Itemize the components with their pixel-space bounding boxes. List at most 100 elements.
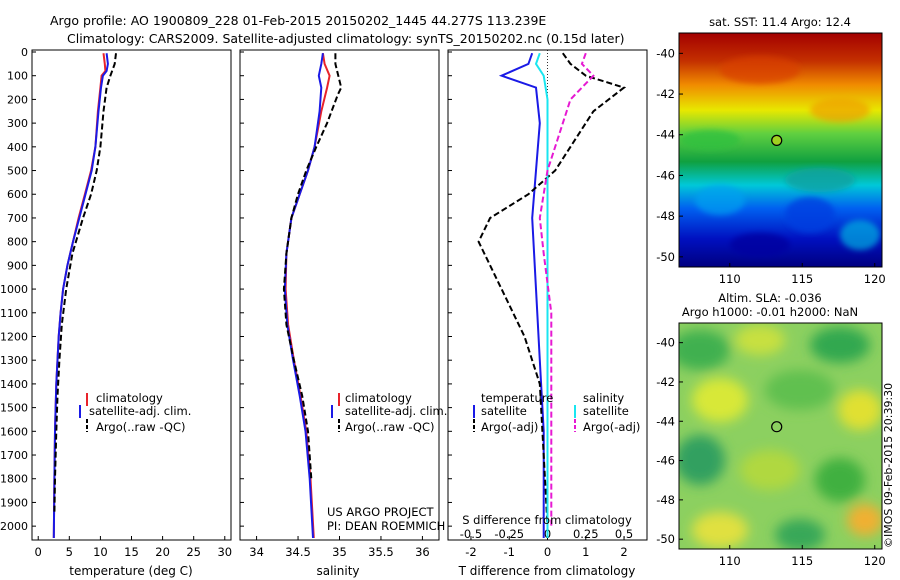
depth-tick-label: 2000: [0, 520, 28, 533]
depth-tick-label: 900: [7, 259, 28, 272]
series-line-black: [282, 53, 343, 479]
legend-t-argo: Argo(-adj): [481, 420, 538, 434]
series-line-blue: [498, 52, 545, 538]
map-lat-label: -46: [656, 454, 675, 468]
s-diff-tick-label: -0.5: [460, 527, 482, 541]
temperature-axis-label: temperature (deg C): [69, 564, 192, 578]
x-tick-label: 30: [217, 545, 232, 559]
s-diff-tick-label: 0.5: [615, 527, 633, 541]
legend-t-satellite: satellite: [481, 404, 527, 418]
map-lon-label: 115: [791, 272, 813, 286]
sla-map-frame: [678, 322, 883, 550]
depth-tick-label: 800: [7, 236, 28, 249]
sst-map: [679, 33, 882, 267]
s-diff-tick-label: -0.25: [494, 527, 524, 541]
depth-tick-label: 400: [7, 141, 28, 154]
depth-tick-label: 1500: [0, 402, 28, 415]
legend-argo-s: Argo(..raw -QC): [345, 420, 435, 434]
depth-tick-label: 1400: [0, 378, 28, 391]
salinity-legend: climatology satellite-adj. clim. Argo(..…: [327, 391, 447, 533]
salinity-axis-label: salinity: [316, 564, 359, 578]
x-tick-label: 25: [186, 545, 201, 559]
x-tick-label: 0: [544, 545, 551, 559]
imos-watermark: ©IMOS 09-Feb-2015 20:39:30: [882, 383, 895, 548]
legend-temperature-title: temperature: [481, 391, 553, 405]
project-annotation-2: PI: DEAN ROEMMICH: [327, 519, 445, 533]
title-line-1: Argo profile: AO 1900809_228 01-Feb-2015…: [50, 13, 546, 28]
temperature-legend: climatology satellite-adj. clim. Argo(..…: [79, 391, 191, 434]
salinity-panel: 34 34.5 35 35.5 36: [240, 51, 430, 559]
sla-map: [679, 323, 882, 549]
map-lat-label: -40: [656, 336, 675, 350]
map-lon-label: 120: [864, 272, 886, 286]
x-tick-label: 15: [124, 545, 139, 559]
depth-tick-label: 200: [7, 93, 28, 106]
sla-argo-location-marker: [771, 421, 783, 433]
map-lat-label: -48: [656, 493, 675, 507]
depth-tick-label: 1900: [0, 496, 28, 509]
map-lat-label: -50: [656, 532, 675, 546]
x-tick-label: 0: [35, 545, 42, 559]
depth-tick-label: 0: [21, 46, 28, 59]
legend-s-argo: Argo(-adj): [583, 420, 640, 434]
salinity-panel-frame: [239, 49, 440, 541]
depth-tick-label: 500: [7, 165, 28, 178]
map-lon-label: 110: [719, 272, 741, 286]
x-tick-label: -2: [465, 545, 476, 559]
sla-map-title-1: Altim. SLA: -0.036: [718, 291, 822, 305]
x-tick-label: 1: [582, 545, 589, 559]
x-tick-label: 5: [66, 545, 73, 559]
x-tick-label: 34.5: [285, 545, 311, 559]
legend-satellite-adj-s: satellite-adj. clim.: [345, 404, 447, 418]
map-lat-label: -44: [656, 128, 675, 142]
map-lat-label: -46: [656, 168, 675, 182]
depth-tick-label: 1800: [0, 473, 28, 486]
legend-climatology: climatology: [96, 391, 163, 405]
project-annotation-1: US ARGO PROJECT: [327, 505, 435, 519]
map-lon-label: 110: [719, 554, 741, 568]
series-line-magenta: [538, 52, 595, 527]
depth-tick-label: 100: [7, 70, 28, 83]
depth-tick-label: 1300: [0, 354, 28, 367]
depth-tick-label: 1700: [0, 449, 28, 462]
sst-argo-location-marker: [771, 134, 783, 146]
s-difference-axis-label: S difference from climatology: [462, 513, 632, 527]
map-lat-label: -44: [656, 414, 675, 428]
s-diff-tick-label: 0.25: [573, 527, 599, 541]
depth-tick-label: 700: [7, 212, 28, 225]
legend-climatology-s: climatology: [345, 391, 412, 405]
map-lat-label: -40: [656, 46, 675, 60]
sla-map-title-2: Argo h1000: -0.01 h2000: NaN: [682, 305, 858, 319]
sst-map-frame: [678, 32, 883, 268]
series-line-blue: [52, 53, 109, 539]
legend-satellite-adj: satellite-adj. clim.: [89, 404, 191, 418]
legend-argo: Argo(..raw -QC): [96, 420, 186, 434]
x-tick-label: 36: [415, 545, 430, 559]
sst-map-axes: 110 115 120 -40 -42 -44 -46 -48 -50: [656, 46, 886, 286]
temperature-panel: 0 5 10 15 20 25 30: [32, 51, 232, 559]
map-lon-label: 115: [791, 554, 813, 568]
x-tick-label: 20: [155, 545, 170, 559]
sst-map-title: sat. SST: 11.4 Argo: 12.4: [709, 15, 851, 29]
map-lat-label: -42: [656, 375, 675, 389]
depth-axis-labels: 0 100 200 300 400 500 600 700 800 900 1000 1100 1200…: [0, 46, 28, 533]
legend-salinity-title: salinity: [583, 391, 624, 405]
map-lon-label: 120: [864, 554, 886, 568]
sla-map-axes: 110 115 120 -40 -42 -44 -46 -48 -50: [656, 336, 886, 568]
series-line-cyan: [534, 52, 549, 538]
series-line-black: [53, 53, 117, 515]
depth-tick-label: 1600: [0, 425, 28, 438]
series-line-blue: [283, 53, 324, 539]
x-tick-label: 34: [249, 545, 264, 559]
t-difference-axis-label: T difference from climatology: [458, 564, 636, 578]
depth-tick-label: 600: [7, 188, 28, 201]
difference-panel: -2 -1 0 1 2-0.5 -0.25 0 0.25 0.5: [448, 50, 633, 559]
series-line-black: [477, 52, 627, 527]
map-lat-label: -50: [656, 250, 675, 264]
depth-tick-label: 1100: [0, 307, 28, 320]
title-line-2: Climatology: CARS2009. Satellite-adjuste…: [67, 31, 624, 46]
depth-tick-label: 300: [7, 117, 28, 130]
depth-tick-label: 1200: [0, 330, 28, 343]
difference-legend: temperature salinity satellite Argo(-adj…: [473, 391, 640, 434]
